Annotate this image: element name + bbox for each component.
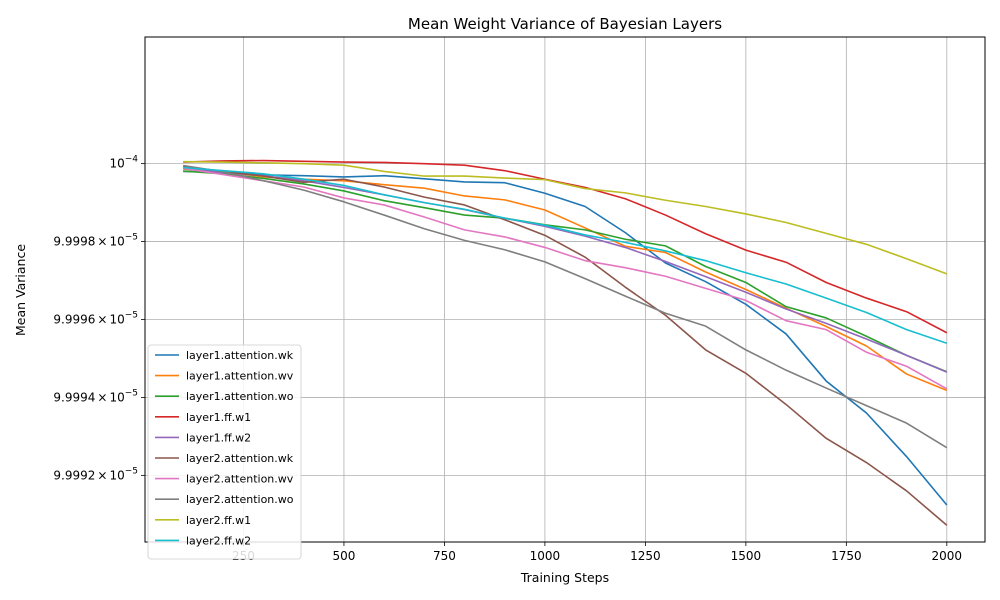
legend-entry: layer1.ff.w2 bbox=[186, 431, 251, 444]
y-tick-exponent: −5 bbox=[125, 311, 138, 321]
x-tick-label: 2000 bbox=[932, 549, 963, 563]
legend-entry: layer1.attention.wv bbox=[186, 370, 294, 383]
y-tick-times: × bbox=[97, 390, 107, 404]
plot-frame bbox=[144, 36, 986, 543]
y-tick-times: × bbox=[97, 235, 107, 249]
legend-box bbox=[147, 344, 302, 560]
series-line-layer1-attention-wo bbox=[183, 170, 948, 373]
series-line-layer2-ff-w2 bbox=[183, 166, 948, 345]
y-tick-base: 10 bbox=[109, 157, 124, 171]
y-tick-mantissa: 9.9996 bbox=[53, 313, 95, 327]
y-tick-label: 9.9992 × 10−5 bbox=[53, 466, 138, 482]
legend-entry: layer2.ff.w2 bbox=[186, 534, 251, 547]
y-tick-label: 10−4 bbox=[109, 155, 138, 171]
y-tick-exponent: −5 bbox=[125, 233, 138, 243]
y-tick-label: 9.9998 × 10−5 bbox=[53, 233, 138, 249]
y-tick-mantissa: 9.9998 bbox=[53, 235, 95, 249]
y-tick-exponent: −4 bbox=[125, 155, 139, 165]
x-tick-label: 500 bbox=[332, 549, 355, 563]
legend-entry: layer2.attention.wk bbox=[186, 452, 294, 465]
legend-entry: layer2.attention.wo bbox=[186, 493, 294, 506]
y-tick-base: 10 bbox=[109, 313, 124, 327]
x-tick-label: 750 bbox=[433, 549, 456, 563]
x-tick-label: 1000 bbox=[530, 549, 561, 563]
y-tick-times: × bbox=[97, 313, 107, 327]
y-tick-base: 10 bbox=[109, 390, 124, 404]
y-tick-base: 10 bbox=[109, 468, 124, 482]
x-axis-label: Training Steps bbox=[520, 570, 609, 585]
y-tick-base: 10 bbox=[109, 235, 124, 249]
series-lines bbox=[183, 159, 948, 526]
y-axis-ticks: 10−49.9998 × 10−59.9996 × 10−59.9994 × 10−59.9… bbox=[53, 155, 145, 482]
legend-entry: layer2.ff.w1 bbox=[186, 514, 251, 527]
legend-entry: layer1.attention.wk bbox=[186, 349, 294, 362]
y-tick-exponent: −5 bbox=[125, 388, 138, 398]
y-tick-mantissa: 9.9994 bbox=[53, 390, 95, 404]
y-tick-label: 9.9996 × 10−5 bbox=[53, 311, 138, 327]
legend-entry: layer2.attention.wv bbox=[186, 473, 294, 486]
x-tick-label: 1750 bbox=[831, 549, 862, 563]
y-axis-label: Mean Variance bbox=[13, 244, 28, 336]
y-tick-label: 9.9994 × 10−5 bbox=[53, 388, 138, 404]
y-tick-times: × bbox=[97, 468, 107, 482]
legend-entry: layer1.ff.w1 bbox=[186, 411, 251, 424]
y-tick-exponent: −5 bbox=[125, 466, 138, 476]
series-line-layer2-attention-wo bbox=[183, 164, 948, 449]
x-tick-label: 1500 bbox=[731, 549, 762, 563]
series-line-layer2-attention-wk bbox=[183, 165, 948, 526]
series-line-layer2-ff-w1 bbox=[183, 160, 948, 275]
legend-entry: layer1.attention.wo bbox=[186, 390, 294, 403]
series-line-layer2-attention-wv bbox=[183, 167, 948, 390]
chart-title: Mean Weight Variance of Bayesian Layers bbox=[408, 15, 722, 33]
x-tick-label: 1250 bbox=[630, 549, 661, 563]
series-line-layer1-attention-wk bbox=[183, 170, 948, 506]
y-tick-mantissa: 9.9992 bbox=[53, 468, 95, 482]
legend: layer1.attention.wk layer1.attention.wv la… bbox=[147, 344, 302, 560]
